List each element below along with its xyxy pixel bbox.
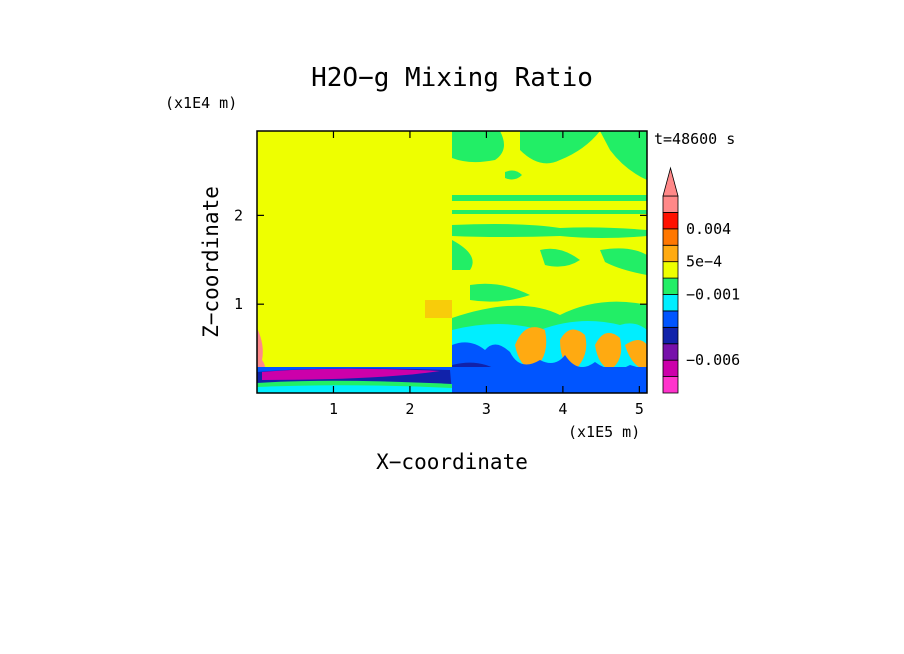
colorbar-label: −0.006 xyxy=(686,351,740,369)
colorbar-swatch xyxy=(662,212,679,230)
green-band xyxy=(520,131,600,164)
y-scale-label: (x1E4 m) xyxy=(165,94,237,112)
colorbar-arrow xyxy=(662,166,679,197)
colorbar: 0.004 5e−4 −0.001 −0.006 xyxy=(662,166,740,394)
colorbar-swatch xyxy=(662,359,679,377)
orange-plume xyxy=(515,327,547,369)
green-band xyxy=(470,283,530,302)
colorbar-swatch xyxy=(662,277,679,295)
x-axis-label: X−coordinate xyxy=(376,450,528,474)
green-band xyxy=(452,131,504,163)
x-tick-label: 5 xyxy=(635,400,644,418)
colorbar-swatch xyxy=(662,261,679,279)
green-band xyxy=(452,240,473,270)
colorbar-swatch xyxy=(662,195,679,213)
colorbar-label: −0.001 xyxy=(686,286,740,304)
boundary-edge xyxy=(257,328,265,376)
x-tick-label: 1 xyxy=(329,400,338,418)
colorbar-swatch xyxy=(662,228,679,246)
chart-title: H2O−g Mixing Ratio xyxy=(311,63,593,93)
x-axis: 1 2 3 4 5 xyxy=(329,131,644,418)
green-band xyxy=(452,210,647,214)
x-scale-label: (x1E5 m) xyxy=(568,423,640,441)
colorbar-swatch xyxy=(662,310,679,328)
x-tick-label: 4 xyxy=(558,400,567,418)
orange-plume xyxy=(625,340,647,370)
colorbar-label: 0.004 xyxy=(686,220,731,238)
orange-patch xyxy=(425,300,452,318)
time-label: t=48600 s xyxy=(654,130,735,148)
x-tick-label: 3 xyxy=(482,400,491,418)
colorbar-swatch xyxy=(662,326,679,345)
x-tick-label: 2 xyxy=(405,400,414,418)
green-band xyxy=(505,170,522,180)
colorbar-swatch xyxy=(662,343,679,361)
orange-plume xyxy=(595,332,622,370)
green-band xyxy=(600,248,647,275)
green-band xyxy=(452,195,647,201)
y-tick-label: 1 xyxy=(234,295,243,313)
colorbar-swatch xyxy=(662,294,679,312)
colorbar-swatch xyxy=(662,376,679,394)
surface-teal xyxy=(257,385,452,393)
heatmap-field xyxy=(257,131,647,393)
y-axis-label: Z−coordinate xyxy=(199,186,223,338)
plot-frame xyxy=(256,130,648,394)
y-axis: 12 xyxy=(234,206,647,313)
y-tick-label: 2 xyxy=(234,206,243,224)
green-band xyxy=(600,131,647,180)
green-band xyxy=(540,248,580,267)
surface-magenta xyxy=(262,368,440,380)
green-band xyxy=(452,224,647,238)
upper-right-structures xyxy=(452,131,647,302)
colorbar-swatch xyxy=(662,244,679,263)
colorbar-label: 5e−4 xyxy=(686,253,722,271)
